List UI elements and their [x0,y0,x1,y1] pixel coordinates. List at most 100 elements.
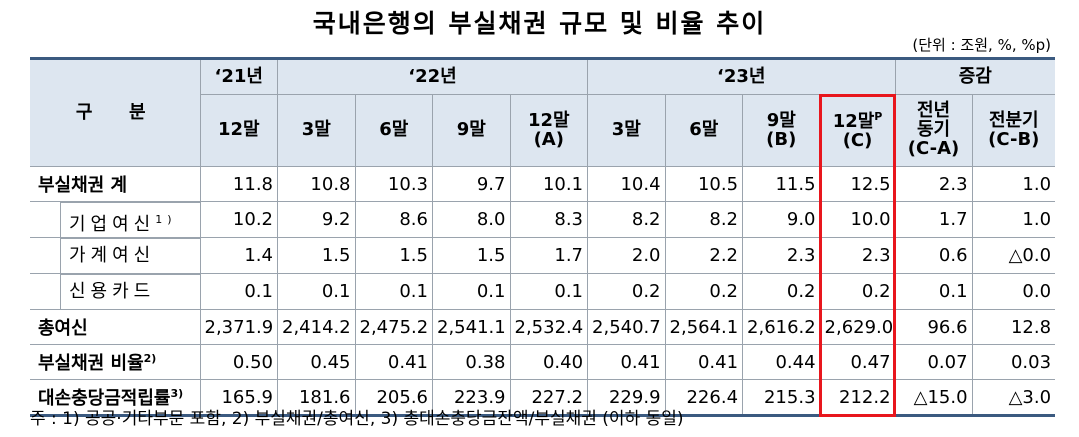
period-header: 12말P (C) [819,94,896,167]
data-row: 부실채권 비율2) 0.50 0.45 0.41 0.38 0.40 0.41 0.41 0.4… [30,344,1056,380]
period-header: 6말 [664,94,744,167]
period-header: 3말 [587,94,666,167]
value-cell: 12.5 [819,166,896,202]
value-cell: 0.2 [664,273,744,310]
value-cell: 2,541.1 [432,309,511,345]
value-cell: 0.41 [664,344,744,380]
change-col-line: 전년 [916,100,951,122]
value-cell: 0.45 [277,344,356,380]
data-row: 총여신 2,371.9 2,414.2 2,475.2 2,541.1 2,532.4 2,… [30,309,1056,345]
row-label-text: 대손충당금적립률 [38,388,171,409]
value-cell: 2.3 [819,237,896,274]
value-cell: △0.0 [971,237,1056,274]
value-cell: 2.0 [587,237,666,274]
value-cell: 2,475.2 [354,309,433,345]
value-cell: 8.3 [509,201,589,238]
value-cell: 1.5 [277,237,356,274]
value-cell: 10.8 [277,166,356,202]
period-label: 3말 [301,119,331,141]
row-label-text: 총여신 [38,318,88,339]
value-cell: 0.2 [587,273,666,310]
row-label: 가계여신 [30,237,201,274]
value-cell: 0.03 [971,344,1056,380]
value-cell: 8.2 [587,201,666,238]
row-label-text: 가계여신 [69,245,156,266]
change-col-line: (C-A) [907,137,960,159]
value-cell: 1.5 [354,237,433,274]
data-row: 가계여신 1.4 1.5 1.5 1.5 1.7 2.0 2.2 2.3 2.3 0.6 △0.0 [30,237,1056,274]
row-label-box: 신용카드 [60,274,200,309]
period-header: 12말 [200,94,278,167]
row-label: 대손충당금적립률3) [30,379,201,417]
period-sub: (B) [766,128,797,150]
value-cell: 9.2 [277,201,356,238]
value-cell: 0.0 [971,273,1056,310]
footnote: 주 : 1) 공공·기타부문 포함, 2) 부실채권/총여신, 3) 총대손충당… [30,409,684,429]
value-cell: 12.8 [971,309,1056,345]
period-header: 9말 (B) [742,94,821,167]
header-row: 12말 3말 6말 9말 12말 (A) 3말 6말 9말 (B) 12말P (C) 전년 동기 (C-A)… [30,94,1056,167]
row-note: 2) [143,352,157,365]
period-header: 3말 [277,94,356,167]
value-cell: 0.44 [742,344,821,380]
value-cell: 8.0 [432,201,511,238]
value-cell: 10.1 [509,166,589,202]
period-label: 12말 [832,110,875,132]
value-cell: 215.3 [742,379,821,417]
change-col-header: 전년 동기 (C-A) [894,94,973,167]
row-label-box: 기업여신1) [60,202,200,237]
value-cell: △3.0 [971,379,1056,417]
value-cell: 0.2 [819,273,896,310]
change-col-line: 전분기 [988,109,1039,131]
value-cell: 1.7 [509,237,589,274]
value-cell: 0.41 [354,344,433,380]
row-label: 부실채권 비율2) [30,344,201,380]
row-label-box: 가계여신 [60,238,200,273]
value-cell: 181.6 [277,379,356,417]
year-header: ‘21년 [199,57,278,95]
value-cell: 8.6 [354,201,433,238]
value-cell: 2,616.2 [742,309,821,345]
value-cell: 0.1 [354,273,433,310]
row-label-text: 부실채권 비율 [38,353,144,374]
value-cell: 0.07 [894,344,973,380]
value-cell: 2,414.2 [277,309,356,345]
period-label: 6말 [379,119,409,141]
value-cell: △15.0 [894,379,973,417]
value-cell: 1.4 [199,237,278,274]
data-row: 대손충당금적립률3) 165.9 181.6 205.6 223.9 227.2 229.9… [30,379,1056,417]
data-row: 부실채권 계 11.8 10.8 10.3 9.7 10.1 10.4 10.5 11.5 12.… [30,166,1056,202]
value-cell: 2,629.0 [819,309,896,345]
period-label: 9말 [766,109,796,131]
data-table: 구 분 ‘21년 ‘22년 ‘23년 증감 12말 3말 6말 9말 12말 (A) 3말 6말 9말 (B… [30,57,1056,417]
period-label: 6말 [689,119,719,141]
value-cell: 2,371.9 [199,309,278,345]
change-col-header: 전분기 (C-B) [971,94,1056,167]
value-cell: 226.4 [664,379,744,417]
value-cell: 11.8 [199,166,278,202]
period-label: 12말 [217,119,260,141]
period-header: 9말 [432,94,511,167]
value-cell: 2,540.7 [587,309,666,345]
value-cell: 0.2 [742,273,821,310]
period-header: 12말 (A) [509,94,589,167]
value-cell: 2.3 [894,166,973,202]
value-cell: 10.4 [587,166,666,202]
header-row: 구 분 ‘21년 ‘22년 ‘23년 증감 [30,57,1056,167]
change-col-line: (C-B) [988,128,1040,150]
period-label: 9말 [456,119,486,141]
year-header: ‘23년 [587,57,896,95]
period-label: 12말 [527,109,570,131]
change-header: 증감 [894,57,1056,95]
header-cell: 구 분 [30,57,201,167]
year-header: ‘22년 [276,57,589,95]
row-label: 기업여신1) [30,201,201,238]
value-cell: 1.7 [894,201,973,238]
value-cell: 1.0 [971,201,1056,238]
value-cell: 0.1 [509,273,589,310]
change-col-line: 동기 [916,119,951,141]
value-cell: 9.0 [742,201,821,238]
title: 국내은행의 부실채권 규모 및 비율 추이 [312,9,767,38]
period-header: 6말 [354,94,433,167]
